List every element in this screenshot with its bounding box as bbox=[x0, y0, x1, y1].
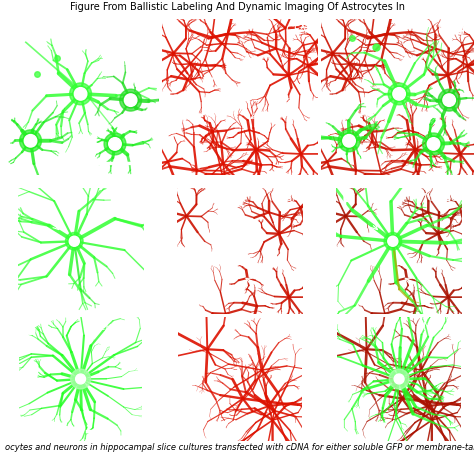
Text: C: C bbox=[327, 27, 338, 42]
Circle shape bbox=[432, 142, 436, 146]
Text: A: A bbox=[9, 27, 20, 42]
Circle shape bbox=[393, 88, 405, 100]
Circle shape bbox=[79, 92, 82, 96]
Circle shape bbox=[389, 369, 409, 389]
Circle shape bbox=[443, 94, 456, 106]
Circle shape bbox=[438, 89, 460, 111]
Circle shape bbox=[422, 133, 445, 155]
Circle shape bbox=[127, 96, 135, 104]
Text: D: D bbox=[23, 195, 35, 210]
Circle shape bbox=[111, 140, 119, 148]
Text: E: E bbox=[182, 195, 192, 210]
Circle shape bbox=[23, 133, 38, 149]
Text: eGFP: eGFP bbox=[126, 25, 154, 35]
Circle shape bbox=[70, 83, 91, 105]
Circle shape bbox=[426, 136, 441, 152]
Circle shape bbox=[73, 240, 76, 243]
Text: eGFP: eGFP bbox=[111, 193, 140, 204]
Circle shape bbox=[343, 135, 356, 147]
Text: H: H bbox=[183, 323, 196, 338]
Circle shape bbox=[24, 135, 37, 147]
Circle shape bbox=[391, 86, 407, 102]
Circle shape bbox=[27, 137, 35, 145]
Circle shape bbox=[65, 233, 83, 250]
Circle shape bbox=[341, 133, 357, 149]
Circle shape bbox=[338, 130, 360, 152]
Circle shape bbox=[441, 92, 457, 108]
Circle shape bbox=[386, 235, 399, 248]
Text: Figure From Ballistic Labeling And Dynamic Imaging Of Astrocytes In: Figure From Ballistic Labeling And Dynam… bbox=[70, 2, 404, 12]
Circle shape bbox=[388, 83, 410, 105]
Circle shape bbox=[107, 136, 123, 152]
Circle shape bbox=[28, 139, 32, 143]
Circle shape bbox=[123, 92, 138, 108]
Circle shape bbox=[388, 236, 398, 246]
Circle shape bbox=[104, 133, 126, 155]
Text: B: B bbox=[168, 27, 180, 42]
Circle shape bbox=[395, 90, 403, 98]
Circle shape bbox=[392, 240, 394, 243]
Circle shape bbox=[427, 138, 440, 150]
Text: Lck-GFP: Lck-GFP bbox=[94, 322, 139, 332]
Circle shape bbox=[347, 139, 351, 143]
Text: Merge: Merge bbox=[423, 193, 458, 204]
Circle shape bbox=[384, 233, 401, 250]
Circle shape bbox=[69, 236, 79, 246]
Circle shape bbox=[124, 94, 137, 106]
Text: GFAP: GFAP bbox=[285, 25, 313, 35]
Circle shape bbox=[113, 142, 117, 146]
Circle shape bbox=[71, 369, 91, 389]
Text: Merge: Merge bbox=[422, 322, 457, 332]
Circle shape bbox=[429, 140, 438, 148]
Circle shape bbox=[77, 90, 84, 98]
Circle shape bbox=[447, 98, 451, 102]
Circle shape bbox=[71, 238, 77, 244]
Circle shape bbox=[345, 137, 353, 145]
Circle shape bbox=[73, 86, 88, 102]
Circle shape bbox=[394, 374, 404, 384]
Text: G: G bbox=[24, 323, 36, 338]
Circle shape bbox=[19, 130, 41, 152]
Circle shape bbox=[74, 88, 87, 100]
Text: GFAP: GFAP bbox=[271, 193, 299, 204]
Circle shape bbox=[445, 96, 453, 104]
Text: Merge: Merge bbox=[438, 25, 473, 35]
Circle shape bbox=[390, 238, 396, 244]
Text: I: I bbox=[342, 323, 348, 338]
Text: ocytes and neurons in hippocampal slice cultures transfected with cDNA for eithe: ocytes and neurons in hippocampal slice … bbox=[5, 443, 474, 452]
Text: F: F bbox=[341, 195, 352, 210]
Text: GFAP: GFAP bbox=[270, 322, 298, 332]
Circle shape bbox=[129, 98, 133, 102]
Circle shape bbox=[76, 374, 85, 384]
Circle shape bbox=[68, 235, 81, 248]
Circle shape bbox=[119, 89, 142, 111]
Circle shape bbox=[109, 138, 121, 150]
Circle shape bbox=[397, 92, 401, 96]
